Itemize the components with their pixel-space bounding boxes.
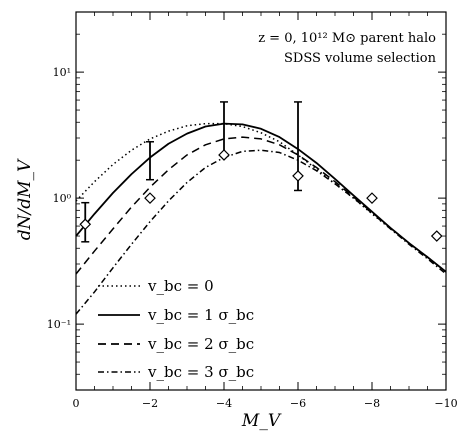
x-tick-label: 0 [73, 397, 80, 410]
x-tick-label: −10 [434, 397, 457, 410]
x-tick-label: −2 [142, 397, 158, 410]
data-point-diamond [144, 192, 156, 204]
tick-layer: 0 −2 −4 −6 −8 −10 10⁻¹ 10⁰ 10¹ [47, 11, 458, 410]
x-tick-label: −4 [216, 397, 232, 410]
plot-area [76, 12, 446, 390]
legend: v_bc = 0 v_bc = 1 σ_bc v_bc = 2 σ_bc v_b… [98, 277, 254, 381]
data-point-diamond [79, 218, 92, 231]
y-axis-title: dN/dM_V [15, 158, 35, 240]
data-point-diamond [430, 230, 443, 242]
legend-label-3: v_bc = 3 σ_bc [147, 363, 254, 381]
legend-label-0: v_bc = 0 [147, 277, 214, 295]
annotation-line-2: SDSS volume selection [284, 51, 437, 66]
x-tick-label: −6 [290, 397, 306, 410]
annotation-line-1: z = 0, 10¹² M⊙ parent halo [258, 31, 436, 46]
data-point-diamond [366, 192, 378, 204]
data-point-diamond [218, 149, 230, 161]
observations-layer [79, 101, 443, 243]
x-axis-title: M_V [241, 411, 282, 431]
x-tick-label: −8 [364, 397, 380, 410]
y-tick-label: 10⁰ [53, 192, 72, 205]
legend-label-2: v_bc = 2 σ_bc [147, 335, 254, 353]
y-tick-label: 10⁻¹ [47, 318, 71, 331]
legend-label-1: v_bc = 1 σ_bc [147, 306, 254, 324]
plot-frame [75, 11, 447, 391]
series-line-3 [75, 149, 447, 315]
y-tick-label: 10¹ [53, 66, 71, 79]
series-layer [75, 122, 447, 315]
data-point-diamond [292, 170, 304, 182]
